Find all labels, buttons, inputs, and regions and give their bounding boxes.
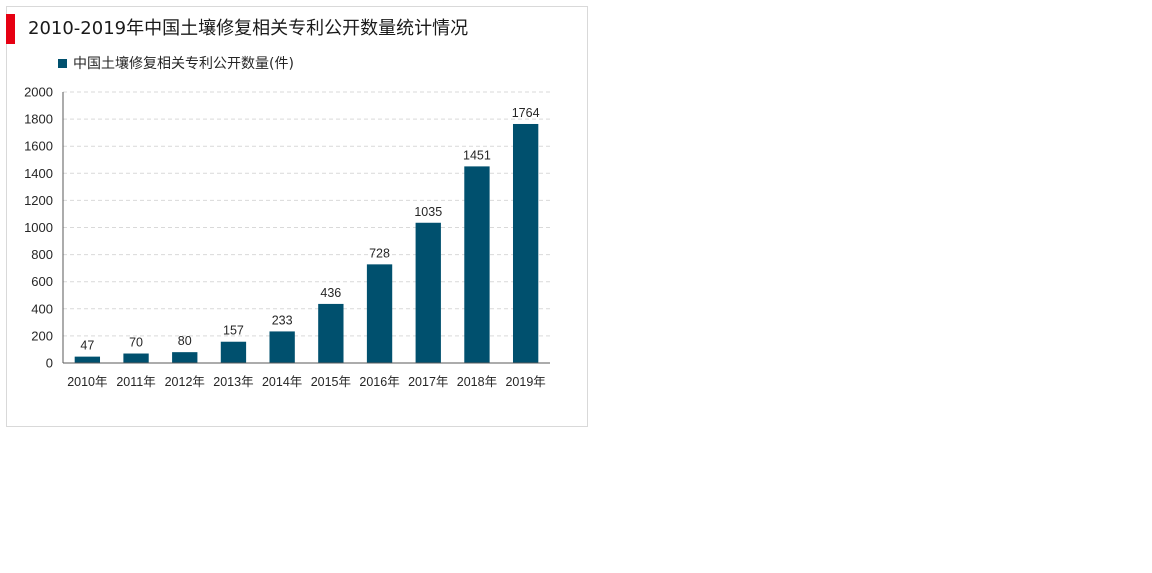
x-tick-label: 2014年 (262, 375, 302, 389)
data-label: 47 (80, 339, 94, 353)
x-tick-label: 2015年 (311, 375, 351, 389)
x-tick-label: 2019年 (505, 375, 545, 389)
y-tick-label: 1600 (24, 139, 53, 154)
bar (74, 356, 101, 363)
data-label: 233 (272, 313, 293, 327)
y-tick-label: 0 (46, 356, 53, 371)
legend-label: 中国土壤修复相关专利公开数量(件) (73, 56, 294, 72)
y-tick-label: 1200 (24, 193, 53, 208)
title-accent-bar (6, 14, 15, 44)
x-tick-label: 2018年 (457, 375, 497, 389)
y-tick-label: 800 (31, 247, 53, 262)
data-label: 70 (129, 336, 143, 350)
data-label: 1451 (463, 148, 491, 162)
x-tick-label: 2013年 (213, 375, 253, 389)
bar (123, 353, 149, 363)
chart-legend: 中国土壤修复相关专利公开数量(件) (58, 53, 294, 73)
y-tick-label: 1800 (24, 112, 53, 127)
x-tick-label: 2017年 (408, 375, 448, 389)
bar (512, 123, 539, 363)
y-tick-label: 2000 (24, 85, 53, 100)
y-tick-label: 1400 (24, 166, 53, 181)
bar (464, 166, 490, 363)
bar (220, 341, 247, 363)
data-label: 1035 (414, 205, 442, 219)
data-label: 728 (369, 246, 390, 260)
bar (172, 352, 198, 363)
data-label: 436 (320, 286, 341, 300)
x-tick-label: 2016年 (359, 375, 399, 389)
chart-panel (6, 6, 588, 427)
x-tick-label: 2011年 (116, 375, 155, 389)
legend-swatch (58, 58, 67, 68)
x-tick-label: 2012年 (165, 375, 205, 389)
data-label: 157 (223, 324, 244, 338)
data-label: 80 (178, 334, 192, 348)
bar (415, 222, 441, 363)
x-tick-label: 2010年 (67, 375, 107, 389)
bar (366, 264, 393, 363)
bar (269, 331, 295, 363)
y-tick-label: 1000 (24, 220, 53, 235)
y-tick-label: 600 (31, 274, 53, 289)
chart-title: 2010-2019年中国土壤修复相关专利公开数量统计情况 (28, 18, 469, 39)
y-tick-label: 400 (31, 301, 53, 316)
bar (318, 303, 344, 363)
y-tick-label: 200 (31, 328, 53, 343)
data-label: 1764 (512, 106, 540, 120)
